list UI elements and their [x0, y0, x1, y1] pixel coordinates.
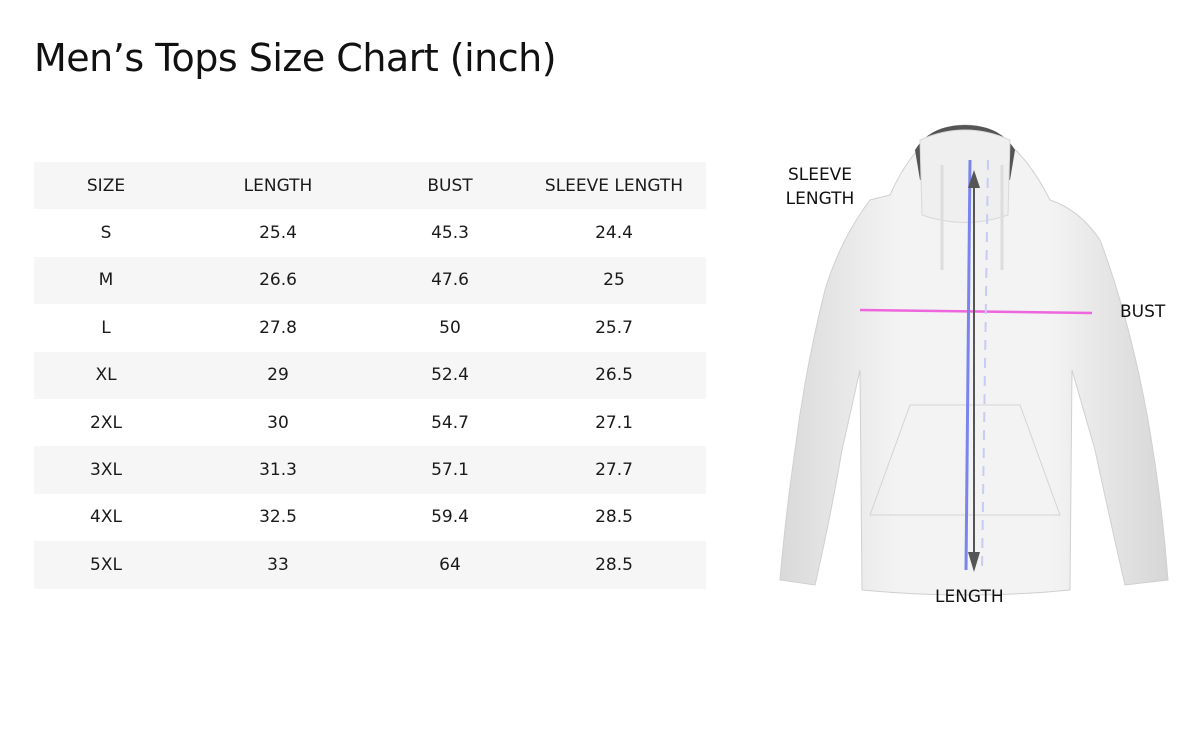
table-header-row: SIZE LENGTH BUST SLEEVE LENGTH [34, 162, 706, 210]
cell-size: 3XL [90, 460, 122, 481]
page-title: Men’s Tops Size Chart (inch) [34, 36, 557, 80]
cell-size: M [98, 270, 114, 291]
cell-bust: 52.4 [431, 365, 469, 386]
table-row: 5XL 33 64 28.5 [34, 541, 706, 589]
cell-size: 2XL [90, 412, 122, 433]
table-row: L 27.8 50 25.7 [34, 304, 706, 351]
cell-sleeve-length: 27.1 [595, 412, 633, 433]
cell-bust: 64 [439, 554, 461, 575]
cell-size: S [100, 223, 112, 244]
table-row: M 26.6 47.6 25 [34, 256, 706, 305]
table-row: 4XL 32.5 59.4 28.5 [34, 494, 706, 541]
table-row: S 25.4 45.3 24.4 [34, 209, 706, 256]
cell-length: 33 [267, 554, 289, 575]
cell-sleeve-length: 25 [603, 270, 625, 291]
bust-label: BUST [1120, 302, 1166, 322]
cell-size: 4XL [90, 507, 122, 528]
cell-sleeve-length: 25.7 [595, 317, 633, 338]
cell-length: 30 [267, 412, 289, 433]
hoodie-diagram [779, 124, 1169, 596]
table-row: XL 29 52.4 26.5 [34, 351, 706, 399]
sleeve-length-label: SLEEVE LENGTH [780, 163, 860, 211]
sleeve-measure-line [964, 159, 972, 571]
cell-sleeve-length: 26.5 [595, 365, 633, 386]
cell-bust: 54.7 [431, 412, 469, 433]
guide-dashed-line [981, 159, 989, 571]
cell-bust: 50 [439, 317, 461, 338]
cell-size: XL [95, 365, 117, 386]
cell-bust: 59.4 [431, 507, 469, 528]
table-row: 3XL 31.3 57.1 27.7 [34, 446, 706, 494]
header-size: SIZE [86, 175, 126, 196]
cell-length: 29 [267, 365, 289, 386]
table-row: 2XL 30 54.7 27.1 [34, 399, 706, 446]
cell-size: 5XL [90, 554, 122, 575]
sleeve-label-line2: LENGTH [785, 189, 855, 209]
length-label: LENGTH [935, 587, 1004, 607]
header-sleeve-length: SLEEVE LENGTH [544, 175, 684, 196]
bust-measure-line [859, 308, 1093, 315]
cell-bust: 47.6 [431, 270, 469, 291]
sleeve-label-line1: SLEEVE [787, 165, 853, 185]
cell-bust: 45.3 [431, 223, 469, 244]
cell-sleeve-length: 27.7 [595, 460, 633, 481]
header-bust: BUST [427, 175, 473, 196]
cell-length: 32.5 [259, 507, 297, 528]
cell-size: L [101, 317, 111, 338]
cell-bust: 57.1 [431, 460, 469, 481]
cell-length: 31.3 [259, 460, 297, 481]
length-arrow-icon [968, 170, 980, 572]
cell-sleeve-length: 28.5 [595, 554, 633, 575]
cell-length: 27.8 [259, 317, 297, 338]
size-chart-table: SIZE LENGTH BUST SLEEVE LENGTH S 25.4 45.3… [34, 162, 706, 589]
header-length: LENGTH [243, 175, 313, 196]
cell-length: 26.6 [259, 270, 297, 291]
cell-sleeve-length: 24.4 [595, 223, 633, 244]
cell-length: 25.4 [259, 223, 297, 244]
cell-sleeve-length: 28.5 [595, 507, 633, 528]
